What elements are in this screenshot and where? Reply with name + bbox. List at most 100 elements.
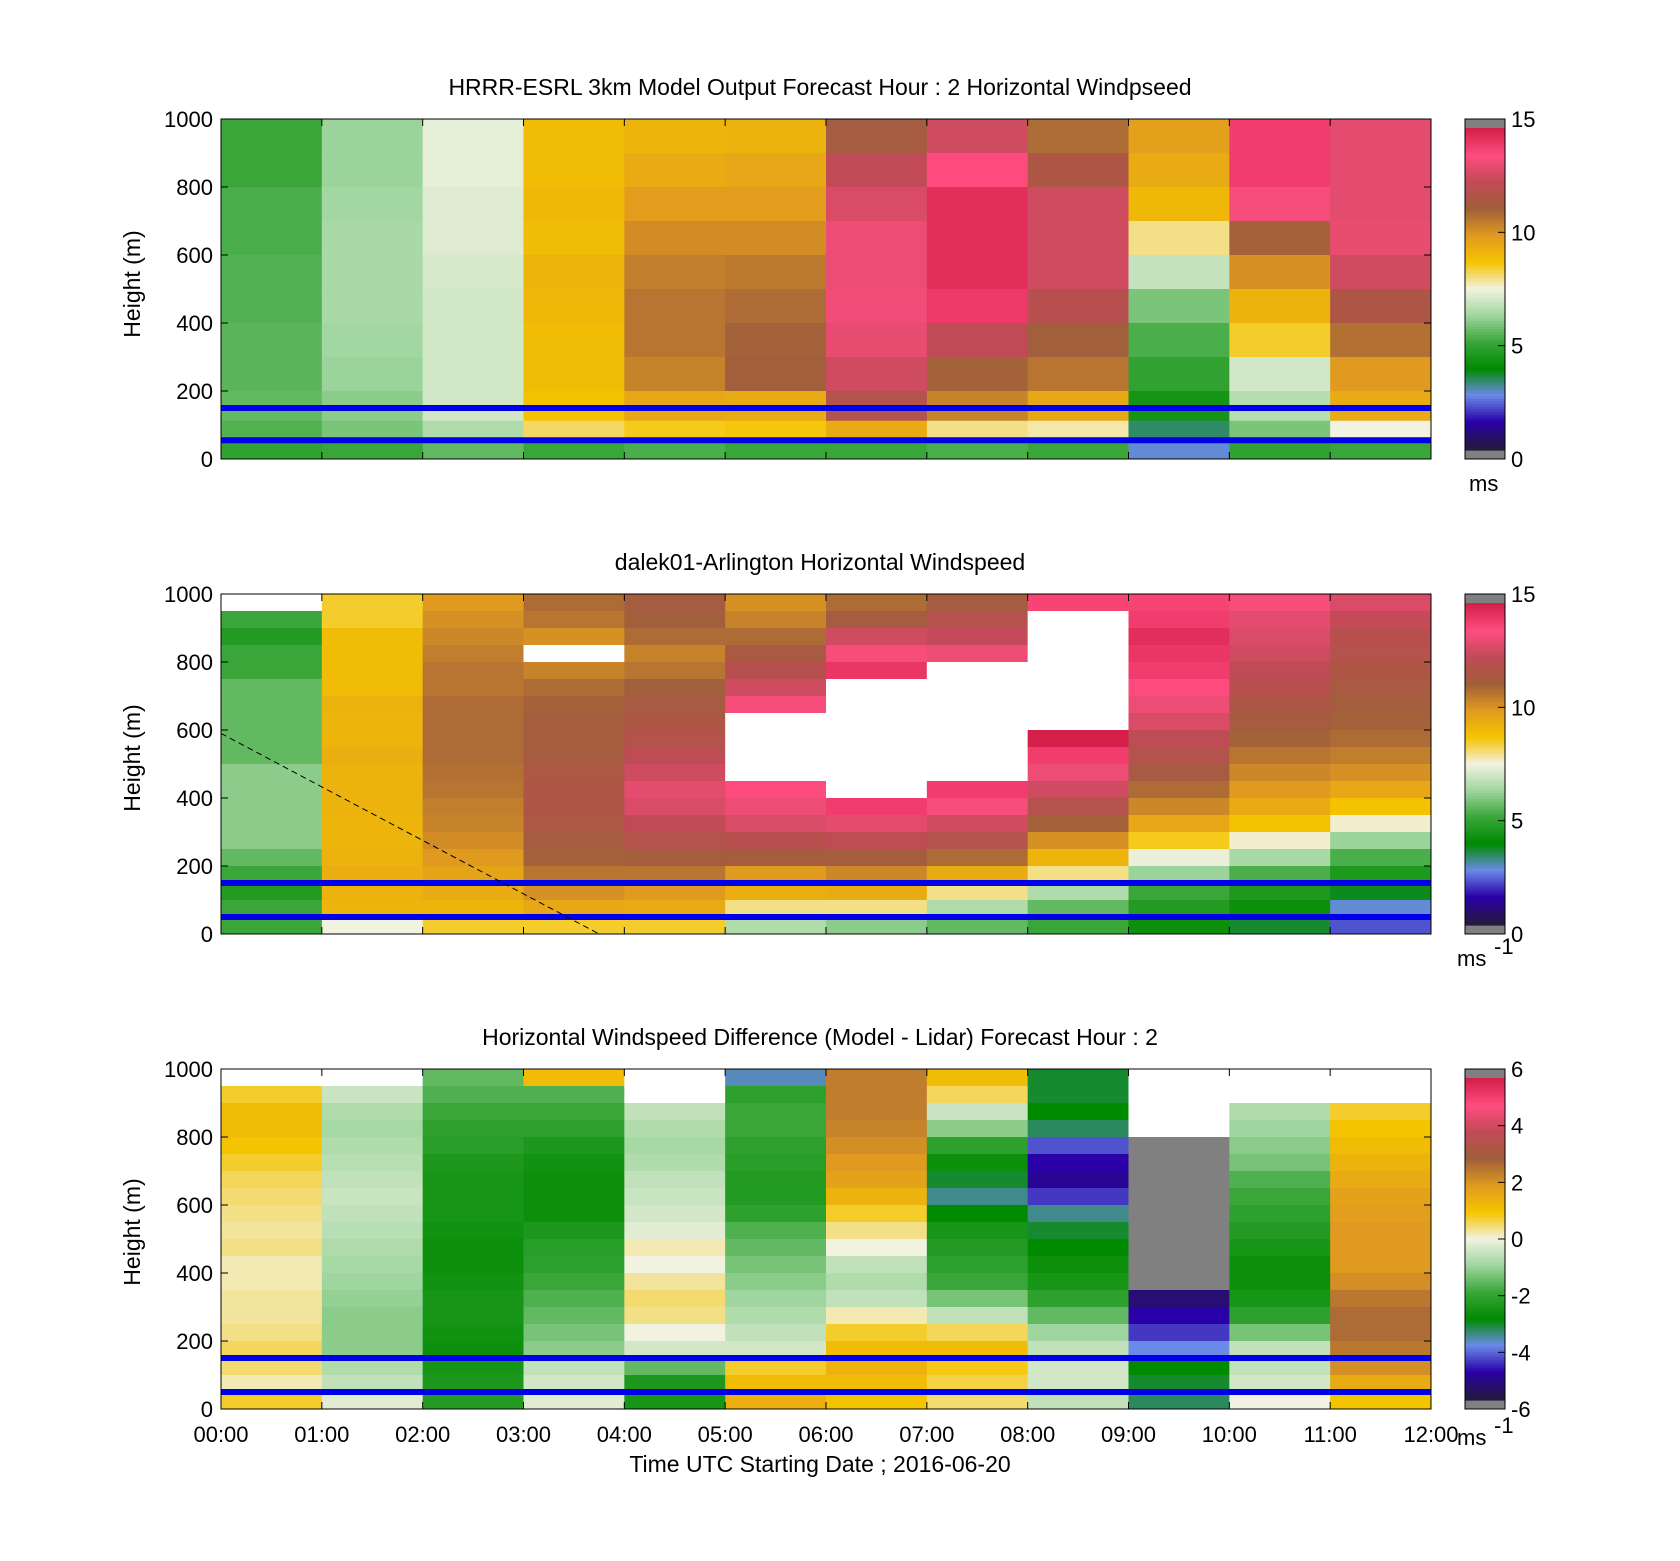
colorbar-segment [1465, 1126, 1505, 1130]
colorbar-segment [1465, 436, 1505, 440]
colorbar-segment [1465, 702, 1505, 706]
heatmap-cell [422, 255, 524, 290]
colorbar-segment [1465, 659, 1505, 663]
colorbar-segment [1465, 334, 1505, 338]
heatmap-cell [1330, 323, 1432, 358]
x-tick-label: 02:00 [395, 1422, 450, 1447]
colorbar-segment [1465, 200, 1505, 204]
heatmap-cell [826, 883, 928, 901]
colorbar-segment [1465, 1118, 1505, 1122]
heatmap-cell [321, 1273, 424, 1291]
colorbar-segment [1465, 769, 1505, 773]
heatmap-cell [1330, 866, 1432, 884]
heatmap-cell [624, 1341, 726, 1359]
heatmap-cell [221, 1188, 323, 1206]
heatmap-cell [422, 119, 524, 154]
colorbar-segment [1465, 1142, 1505, 1146]
heatmap-cell [926, 1137, 1029, 1155]
heatmap-cell [826, 747, 928, 765]
heatmap-cell [221, 1222, 323, 1240]
heatmap-cell [826, 442, 928, 460]
heatmap-cell [926, 900, 1029, 918]
colorbar-segment [1465, 662, 1505, 666]
colorbar-segment [1465, 1362, 1505, 1366]
heatmap-cell [1229, 420, 1331, 443]
colorbar-underflow-cap [1465, 450, 1505, 459]
colorbar-segment [1465, 1236, 1505, 1240]
heatmap-cell [1027, 662, 1129, 680]
heatmap-cell [321, 849, 424, 867]
heatmap-cell [221, 1290, 323, 1308]
colorbar-segment [1465, 1182, 1505, 1186]
colorbar-segment [1465, 766, 1505, 770]
heatmap-cell [1229, 1086, 1331, 1104]
colorbar-unit-exponent: -1 [1494, 1413, 1514, 1438]
heatmap-cell [1128, 798, 1230, 816]
heatmap-cell [1128, 883, 1230, 901]
colorbar-segment [1465, 251, 1505, 255]
colorbar-tick-label: 0 [1511, 1227, 1523, 1252]
heatmap-cell [1027, 628, 1129, 646]
heatmap-cell [1128, 1375, 1230, 1393]
colorbar-segment [1465, 1145, 1505, 1149]
heatmap-cell [926, 1375, 1029, 1393]
colorbar-segment [1465, 315, 1505, 320]
colorbar-segment [1465, 390, 1505, 395]
heatmap-cell [1229, 1324, 1331, 1342]
colorbar-segment [1465, 686, 1505, 690]
colorbar-segment [1465, 224, 1505, 228]
heatmap-cell [422, 1205, 524, 1223]
heatmap-cell [1128, 323, 1230, 358]
heatmap-cell [1330, 1375, 1432, 1393]
heatmap-cell [826, 357, 928, 392]
colorbar-segment [1465, 782, 1505, 787]
colorbar-underflow-cap [1465, 1400, 1505, 1409]
heatmap-cell [523, 1103, 625, 1121]
heatmap-cell [523, 713, 625, 731]
colorbar-segment [1465, 431, 1505, 435]
heatmap-cell [1128, 696, 1230, 714]
colorbar-segment [1465, 656, 1505, 660]
colorbar-segment [1465, 329, 1505, 333]
colorbar-segment [1465, 1292, 1505, 1296]
heatmap-cell [221, 221, 323, 256]
colorbar-segment [1465, 876, 1505, 880]
colorbar-segment [1465, 637, 1505, 642]
colorbar-segment [1465, 772, 1505, 776]
colorbar-segment [1465, 1365, 1505, 1369]
heatmap-cell [523, 917, 625, 935]
heatmap-cell [422, 798, 524, 816]
colorbar-segment [1465, 1386, 1505, 1390]
y-tick-label: 200 [176, 854, 213, 879]
y-tick-label: 600 [176, 718, 213, 743]
heatmap-cell [826, 1290, 928, 1308]
colorbar-segment [1465, 181, 1505, 185]
y-tick-label: 800 [176, 1125, 213, 1150]
heatmap-cell [1330, 1273, 1432, 1291]
heatmap-cell [826, 1205, 928, 1223]
colorbar-segment [1465, 710, 1505, 714]
colorbar-segment [1465, 205, 1505, 210]
colorbar-segment [1465, 672, 1505, 677]
colorbar-segment [1465, 173, 1505, 177]
overlay-lines [221, 405, 1431, 444]
colorbar-segment [1465, 820, 1505, 824]
heatmap-cell [221, 917, 323, 935]
colorbar-segment [1465, 860, 1505, 864]
colorbar-segment [1465, 323, 1505, 328]
heatmap-cell [1128, 289, 1230, 324]
colorbar-segment [1465, 1123, 1505, 1127]
heatmap-cell [1128, 1086, 1230, 1104]
heatmap-cell [926, 1086, 1029, 1104]
heatmap-cell [1128, 866, 1230, 884]
heatmap-cell [725, 1205, 827, 1223]
heatmap-cell [1027, 594, 1129, 612]
colorbar-segment [1465, 696, 1505, 701]
heatmap-cell [422, 153, 524, 188]
colorbar-segment [1465, 229, 1505, 234]
heatmap-cell [1330, 1086, 1432, 1104]
colorbar-segment [1465, 425, 1505, 430]
heatmap-cell [1330, 1256, 1432, 1274]
heatmap-cell [624, 1392, 726, 1410]
heatmap-cell [523, 1239, 625, 1257]
